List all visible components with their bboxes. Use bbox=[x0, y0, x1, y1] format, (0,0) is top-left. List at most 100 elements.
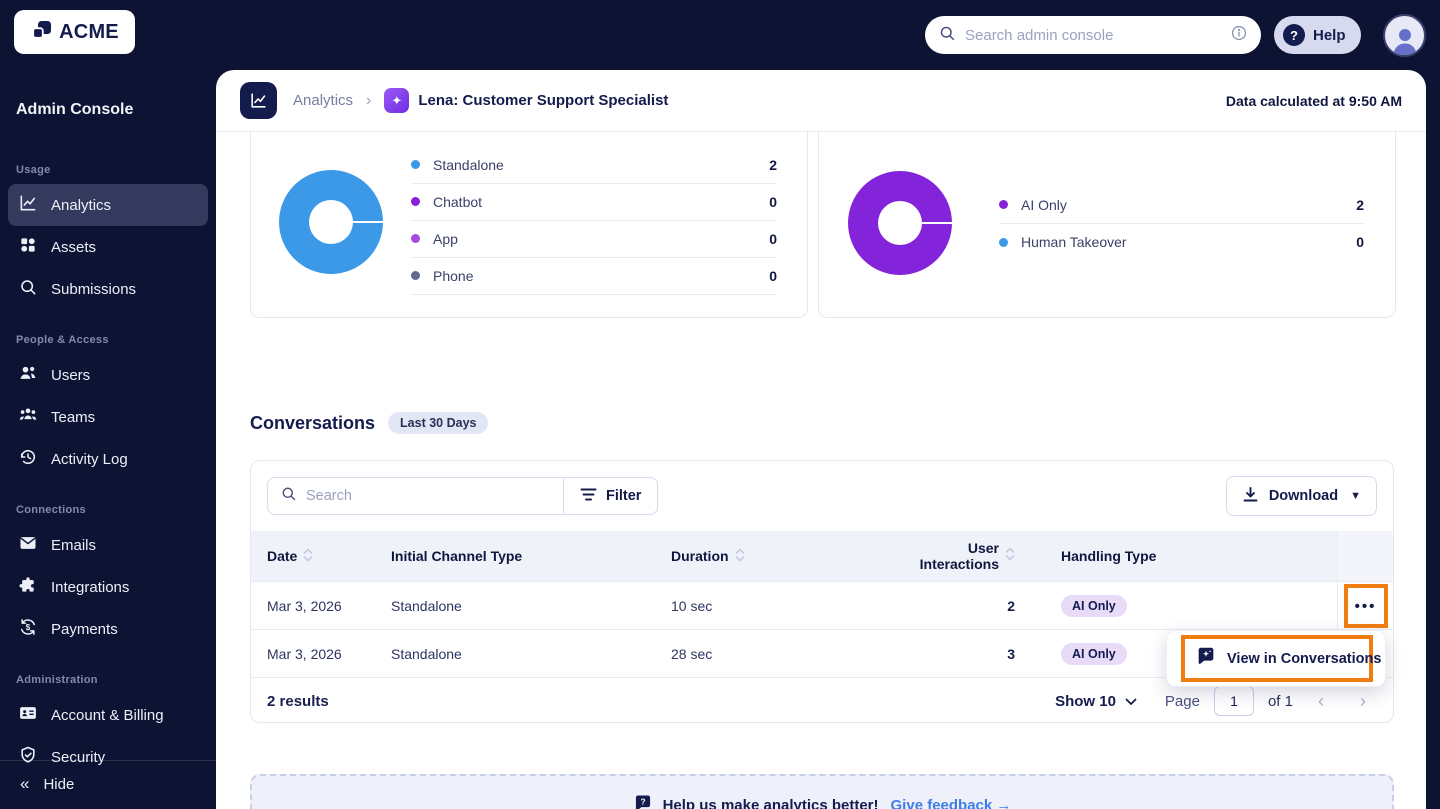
channel-type-chart-card: Standalone 2 Chatbot 0 App 0 bbox=[250, 132, 808, 318]
filter-button[interactable]: Filter bbox=[563, 478, 657, 514]
sidebar-item-assets[interactable]: Assets bbox=[8, 226, 208, 268]
page-of-label: of 1 bbox=[1268, 693, 1293, 710]
legend-item-app: App 0 bbox=[411, 221, 777, 258]
column-header-handling-type: Handling Type bbox=[1015, 548, 1337, 564]
channel-donut-chart bbox=[279, 170, 383, 274]
legend-item-standalone: Standalone 2 bbox=[411, 147, 777, 184]
brand-logo-icon bbox=[30, 18, 54, 47]
legend-label: Phone bbox=[433, 268, 473, 284]
column-header-channel: Initial Channel Type bbox=[375, 548, 655, 564]
collapse-chevrons-icon: « bbox=[20, 774, 29, 794]
column-label: Handling Type bbox=[1061, 548, 1156, 564]
more-options-button[interactable]: ••• bbox=[1344, 584, 1388, 628]
cell-interactions: 3 bbox=[865, 646, 1015, 662]
table-row: Mar 3, 2026 Standalone 10 sec 2 AI Only … bbox=[251, 581, 1393, 629]
caret-down-icon: ▼ bbox=[1350, 490, 1361, 502]
breadcrumb-page-title: Lena: Customer Support Specialist bbox=[418, 92, 668, 109]
sidebar-nav: Usage Analytics Assets Submissions Peopl… bbox=[0, 140, 216, 778]
column-label: Initial Channel Type bbox=[391, 548, 522, 564]
download-icon bbox=[1242, 486, 1259, 507]
legend-label: Chatbot bbox=[433, 194, 482, 210]
previous-page-button[interactable]: ‹ bbox=[1307, 691, 1335, 712]
user-avatar[interactable] bbox=[1383, 14, 1426, 57]
brand-logo[interactable]: ACME bbox=[14, 10, 135, 54]
history-clock-icon bbox=[18, 447, 38, 471]
question-mark-icon: ? bbox=[1283, 24, 1305, 46]
download-button[interactable]: Download ▼ bbox=[1226, 476, 1377, 516]
envelope-icon bbox=[18, 533, 38, 557]
assets-grid-icon bbox=[18, 235, 38, 259]
table-search-input[interactable] bbox=[306, 488, 551, 504]
search-input[interactable] bbox=[965, 27, 1221, 44]
sidebar-item-label: Activity Log bbox=[51, 451, 128, 468]
legend-label: AI Only bbox=[1021, 197, 1067, 213]
sidebar-item-activity-log[interactable]: Activity Log bbox=[8, 438, 208, 480]
section-label-people-access: People & Access bbox=[16, 334, 200, 346]
legend-value: 2 bbox=[769, 157, 777, 173]
admin-search-bar bbox=[925, 16, 1261, 54]
column-header-actions bbox=[1337, 531, 1393, 581]
column-header-user-interactions[interactable]: User Interactions bbox=[865, 540, 1015, 572]
legend-dot bbox=[411, 197, 420, 206]
feedback-banner: ? Help us make analytics better! Give fe… bbox=[250, 774, 1394, 809]
column-label: User Interactions bbox=[907, 540, 999, 572]
sidebar-item-analytics[interactable]: Analytics bbox=[8, 184, 208, 226]
sidebar-item-label: Account & Billing bbox=[51, 707, 164, 724]
hide-label: Hide bbox=[43, 776, 74, 793]
ellipsis-icon: ••• bbox=[1355, 599, 1377, 614]
next-page-button[interactable]: › bbox=[1349, 691, 1377, 712]
legend-label: Standalone bbox=[433, 157, 504, 173]
donut-hole bbox=[309, 200, 353, 244]
menu-item-label: View in Conversations bbox=[1227, 651, 1381, 667]
sidebar-item-teams[interactable]: Teams bbox=[8, 396, 208, 438]
column-header-date[interactable]: Date bbox=[251, 547, 375, 566]
content-area: Standalone 2 Chatbot 0 App 0 bbox=[216, 132, 1426, 809]
show-per-page-select[interactable]: Show 10 bbox=[1055, 693, 1137, 710]
table-toolbar: Filter Download ▼ bbox=[251, 461, 1393, 531]
help-label: Help bbox=[1313, 27, 1346, 44]
sidebar-item-label: Users bbox=[51, 367, 90, 384]
donut-slice-divider bbox=[353, 221, 383, 223]
sidebar-item-submissions[interactable]: Submissions bbox=[8, 268, 208, 310]
legend-dot bbox=[411, 160, 420, 169]
sort-icon bbox=[303, 547, 313, 566]
give-feedback-link[interactable]: Give feedback → bbox=[891, 797, 1012, 809]
legend-dot bbox=[411, 234, 420, 243]
table-search-box bbox=[268, 478, 563, 514]
column-label: Date bbox=[267, 548, 297, 564]
info-icon[interactable] bbox=[1230, 24, 1248, 47]
sidebar-item-users[interactable]: Users bbox=[8, 354, 208, 396]
sidebar-item-account-billing[interactable]: Account & Billing bbox=[8, 694, 208, 736]
sidebar-item-label: Analytics bbox=[51, 197, 111, 214]
pagination-controls: Show 10 Page of 1 ‹ › bbox=[1055, 686, 1377, 716]
sidebar-item-integrations[interactable]: Integrations bbox=[8, 566, 208, 608]
sidebar-item-emails[interactable]: Emails bbox=[8, 524, 208, 566]
users-icon bbox=[18, 363, 38, 387]
view-in-conversations-menu-item[interactable]: View in Conversations bbox=[1181, 635, 1373, 682]
row-context-menu: View in Conversations bbox=[1166, 630, 1386, 687]
sort-icon bbox=[1005, 546, 1015, 565]
sidebar-item-label: Teams bbox=[51, 409, 95, 426]
cell-duration: 10 sec bbox=[655, 598, 865, 614]
legend-label: Human Takeover bbox=[1021, 234, 1127, 250]
currency-cycle-icon: $ bbox=[18, 617, 38, 641]
hide-sidebar-button[interactable]: « Hide bbox=[0, 761, 216, 809]
chevron-right-icon: › bbox=[366, 92, 371, 110]
breadcrumb-analytics-link[interactable]: Analytics bbox=[293, 92, 353, 109]
sidebar-item-payments[interactable]: $ Payments bbox=[8, 608, 208, 650]
handling-type-chart-card: AI Only 2 Human Takeover 0 bbox=[818, 132, 1396, 318]
results-count: 2 results bbox=[267, 693, 329, 710]
channel-legend: Standalone 2 Chatbot 0 App 0 bbox=[411, 147, 777, 295]
page-number-input[interactable] bbox=[1214, 686, 1254, 716]
cell-channel: Standalone bbox=[375, 598, 655, 614]
search-icon bbox=[18, 277, 38, 301]
legend-item-ai-only: AI Only 2 bbox=[999, 187, 1364, 224]
sidebar: ACME Admin Console Usage Analytics Asset… bbox=[0, 0, 216, 809]
column-header-duration[interactable]: Duration bbox=[655, 547, 865, 566]
help-button[interactable]: ? Help bbox=[1274, 16, 1361, 54]
handling-type-badge: AI Only bbox=[1061, 643, 1127, 665]
table-search-group: Filter bbox=[267, 477, 658, 515]
agent-sparkle-icon: ✦ bbox=[384, 88, 409, 113]
sidebar-item-label: Submissions bbox=[51, 281, 136, 298]
main-panel: Analytics › ✦ Lena: Customer Support Spe… bbox=[216, 70, 1426, 809]
